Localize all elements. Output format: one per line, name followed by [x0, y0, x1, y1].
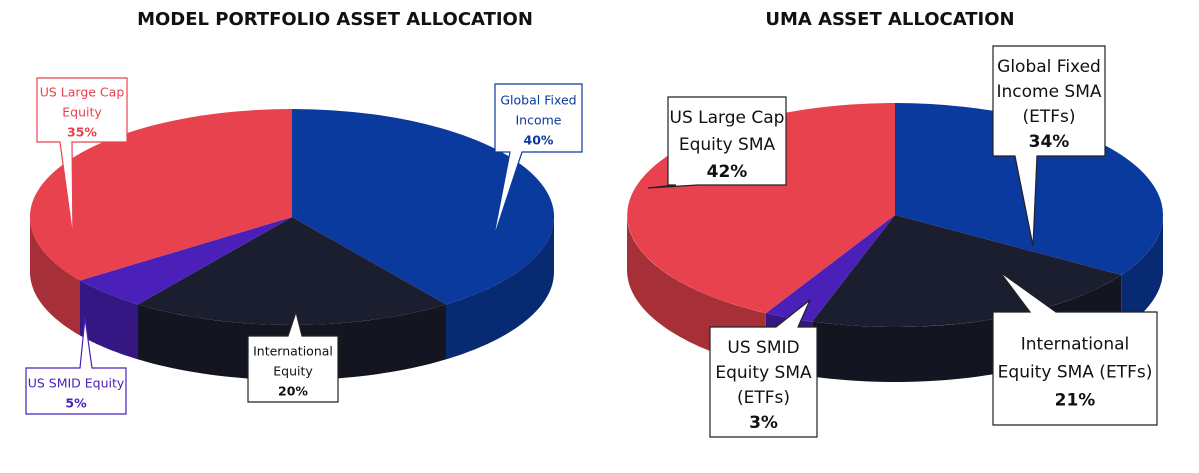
callout-box [647, 96, 787, 189]
callout-line: US Large Cap [670, 108, 785, 128]
callout-line: International [253, 344, 333, 359]
chart-2-callout-us-large-cap: US Large Cap Equity SMA 42% [647, 96, 787, 189]
callout-line: Equity SMA [679, 135, 776, 155]
callout-line: Equity [62, 105, 102, 120]
chart-2-callout-us-smid: US SMID Equity SMA (ETFs) 3% [709, 299, 818, 438]
callout-line: 5% [65, 396, 87, 411]
callout-line: 35% [67, 125, 97, 140]
callout-box [492, 83, 583, 241]
callout-line: US SMID Equity [28, 376, 125, 391]
callout-line: (ETFs) [737, 388, 790, 408]
callout-line: 21% [1055, 391, 1096, 411]
callout-line: Global Fixed [997, 57, 1101, 77]
callout-line: Equity SMA (ETFs) [998, 363, 1153, 383]
callout-box [36, 77, 128, 239]
chart-1-callouts: Global Fixed Income 40% International Equity… [25, 77, 583, 415]
chart-1-pie [29, 108, 555, 380]
callout-line: 20% [278, 384, 308, 399]
callout-line: 3% [749, 413, 778, 433]
chart-1-slice-us-smid-equity [80, 217, 292, 305]
chart-1-callout-international: International Equity 20% [247, 309, 339, 403]
chart-1-side-us-smid-equity [80, 280, 138, 360]
callout-line: Income [516, 113, 562, 128]
chart-2-title: UMA ASSET ALLOCATION [765, 9, 1014, 30]
chart-2-slice-international-equity-sma-etfs [812, 215, 1122, 327]
chart-1-slice-global-fixed-income [292, 108, 555, 305]
callout-line: 34% [1029, 132, 1070, 152]
chart-1-side-global-fixed-income [446, 217, 554, 360]
callout-line: Equity [273, 364, 313, 379]
chart-2-callout-international: International Equity SMA (ETFs) 21% [992, 271, 1158, 426]
chart-1-callout-us-large-cap: US Large Cap Equity 35% [36, 77, 128, 239]
callout-box [992, 45, 1106, 247]
chart-1-side-us-large-cap-equity [30, 217, 80, 336]
chart-2-callout-global-fixed: Global Fixed Income SMA (ETFs) 34% [992, 45, 1106, 247]
callout-line: US SMID [727, 338, 799, 358]
callout-line: US Large Cap [40, 85, 125, 100]
chart-1-title: MODEL PORTFOLIO ASSET ALLOCATION [137, 9, 533, 30]
callout-line: 40% [524, 133, 554, 148]
chart-1-callout-global-fixed: Global Fixed Income 40% [492, 83, 583, 241]
callout-line: Equity SMA [715, 363, 812, 383]
callout-line: Global Fixed [500, 93, 576, 108]
chart-2-callouts: Global Fixed Income SMA (ETFs) 34% Internati… [647, 45, 1158, 438]
callout-box [247, 309, 339, 403]
callout-line: International [1021, 335, 1130, 355]
chart-1-slice-international-equity [138, 217, 446, 326]
chart-2-slice-us-smid-equity-sma-etfs [765, 215, 895, 322]
chart-1-slice-us-large-cap-equity [29, 108, 293, 281]
callout-box [992, 271, 1158, 426]
chart-2-side-global-fixed-income-sma-etfs [1121, 215, 1163, 330]
chart-1-callout-us-smid-equity: US SMID Equity 5% [25, 317, 127, 415]
callout-line: 42% [707, 162, 748, 182]
callout-line: Income SMA [996, 82, 1101, 102]
callout-box [709, 299, 818, 438]
callout-line: (ETFs) [1022, 107, 1075, 127]
callout-box [25, 317, 127, 415]
